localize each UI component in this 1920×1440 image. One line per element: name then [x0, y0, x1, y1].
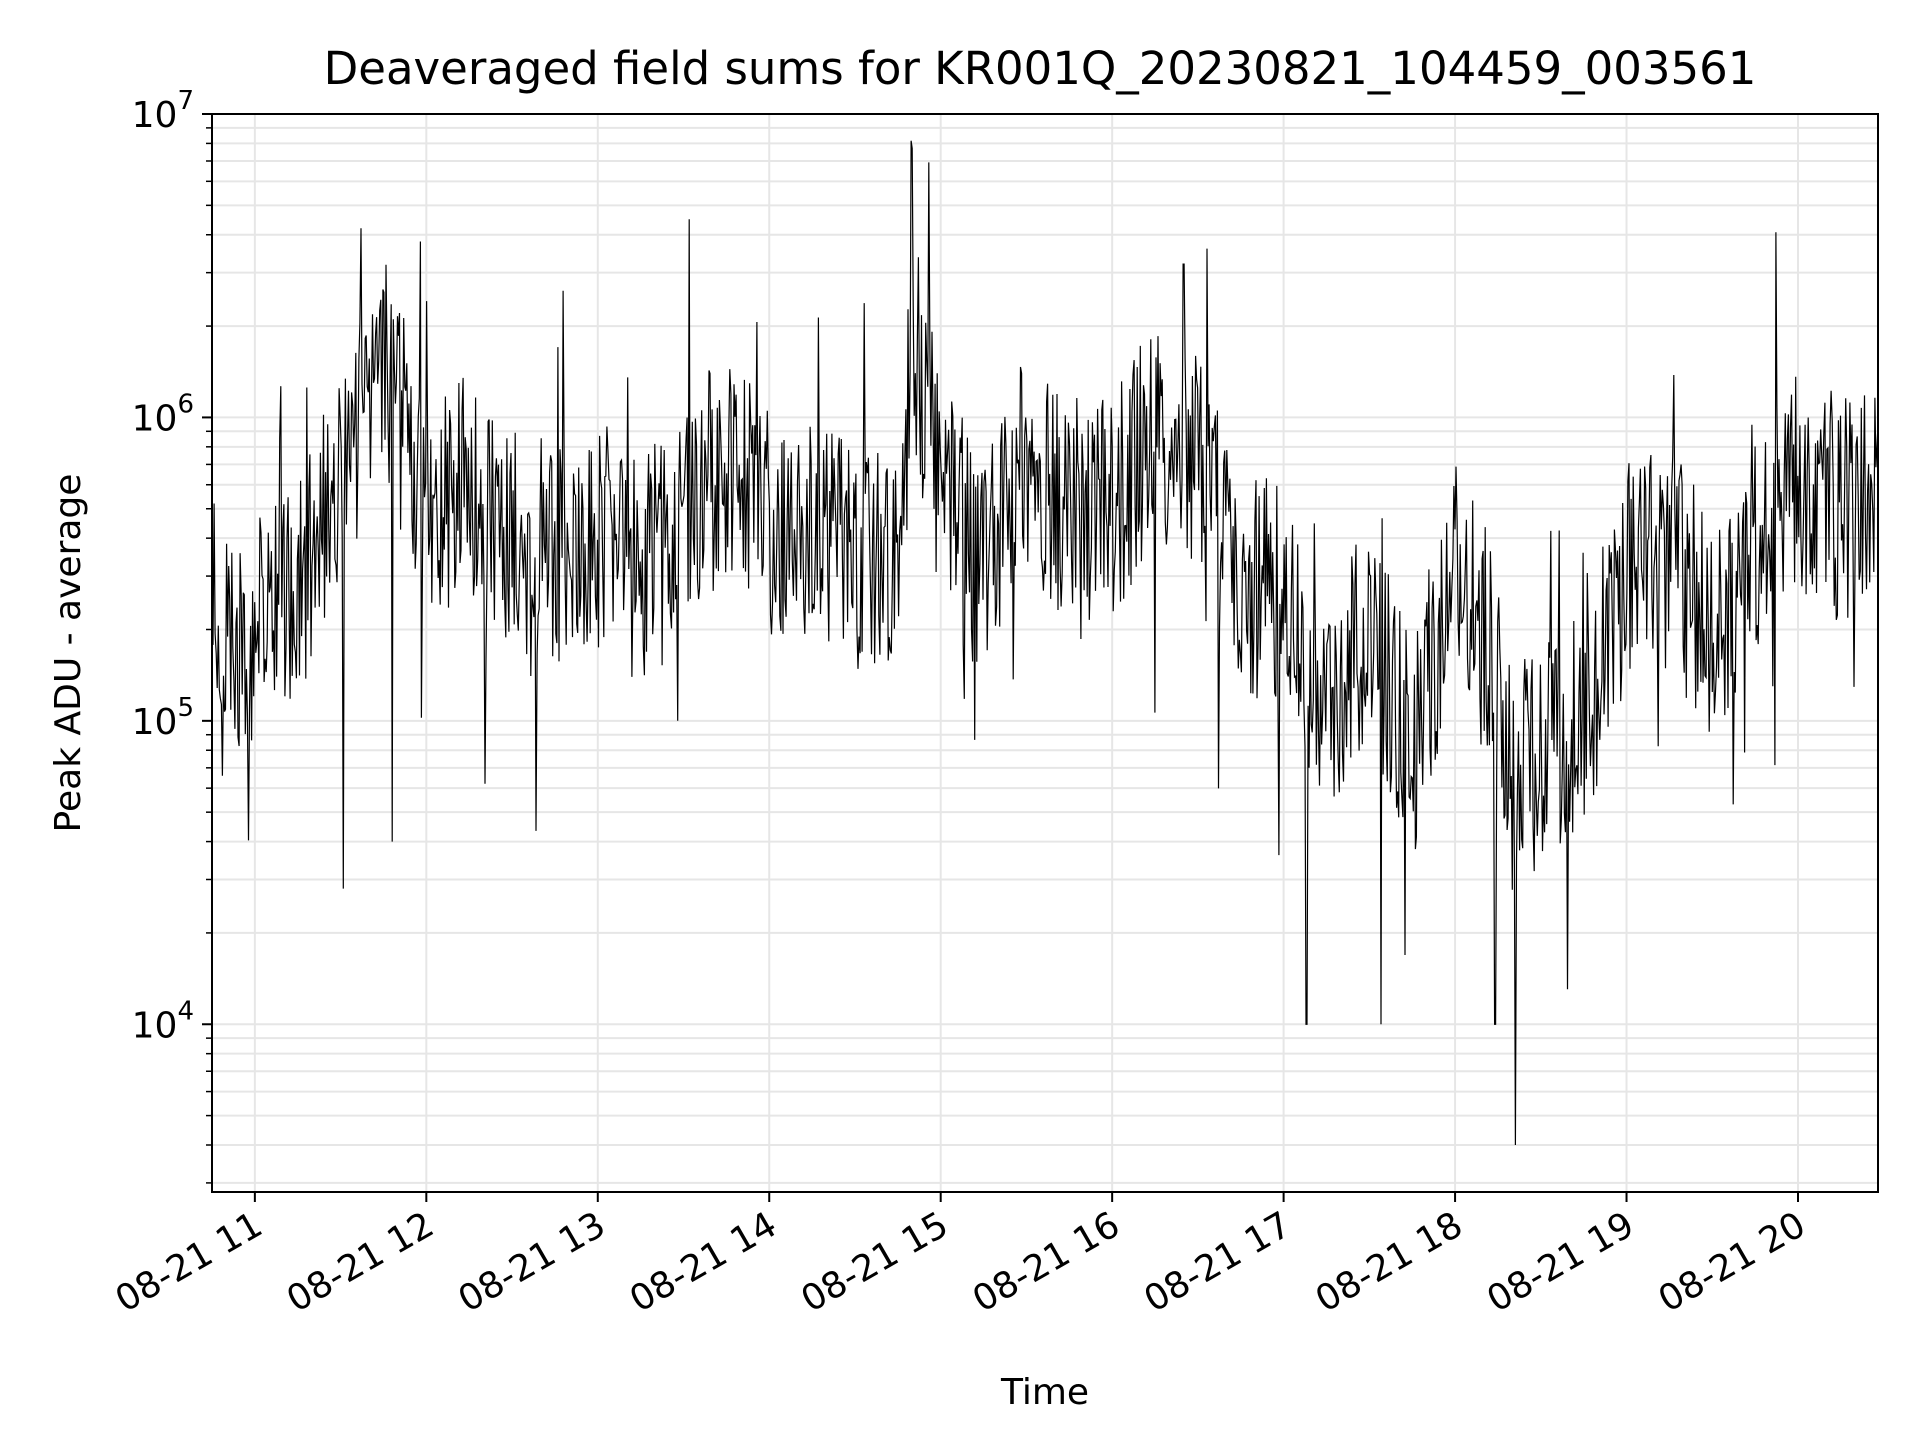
- y-tick-label: 106: [132, 389, 194, 439]
- chart-title: Deaveraged field sums for KR001Q_2023082…: [324, 42, 1757, 95]
- series-line: [211, 140, 1879, 1146]
- y-tick-label: 107: [132, 86, 194, 136]
- y-tick-label: 105: [132, 693, 194, 743]
- y-axis-label: Peak ADU - average: [48, 474, 89, 833]
- x-axis-label: Time: [1000, 1372, 1089, 1413]
- y-axis-ticks: 104 105 106 107: [132, 86, 212, 1184]
- data-series: [211, 140, 1879, 1146]
- plot-area: [211, 113, 1879, 1193]
- y-tick-label: 104: [132, 996, 194, 1046]
